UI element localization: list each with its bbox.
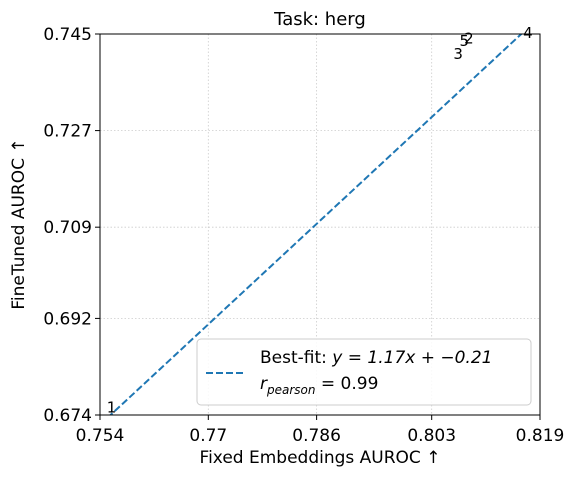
legend-r-subscript: pearson — [266, 383, 316, 397]
x-axis-ticks: 0.754 0.77 0.786 0.803 0.819 — [76, 415, 565, 446]
y-axis-ticks: 0.674 0.692 0.709 0.727 0.745 — [43, 25, 100, 426]
legend-r-value: = 0.99 — [316, 374, 379, 394]
point-label-4: 4 — [523, 24, 533, 42]
x-tick-label: 0.803 — [407, 426, 456, 446]
point-label-1: 1 — [107, 398, 117, 416]
y-axis-title: FineTuned AUROC ↑ — [9, 138, 29, 309]
x-tick-label: 0.754 — [76, 426, 125, 446]
x-tick-label: 0.819 — [516, 426, 565, 446]
legend-r-entry: rpearson = 0.99 — [260, 374, 378, 397]
point-label-5: 5 — [459, 32, 469, 50]
point-label-3: 3 — [453, 45, 463, 63]
y-tick-label: 0.745 — [43, 25, 92, 45]
legend-r-symbol: r — [260, 374, 268, 394]
legend-fit-prefix: Best-fit: — [260, 348, 332, 368]
y-tick-label: 0.709 — [43, 218, 92, 238]
fit-line-group — [109, 34, 523, 415]
plot-frame — [99, 33, 541, 416]
legend-fit-entry: Best-fit: y = 1.17x + −0.21 — [260, 348, 492, 368]
best-fit-line — [109, 34, 523, 415]
x-tick-label: 0.786 — [292, 426, 341, 446]
chart-title: Task: herg — [273, 9, 366, 30]
legend: Best-fit: y = 1.17x + −0.21 rpearson = 0… — [196, 338, 532, 406]
y-tick-label: 0.692 — [43, 309, 92, 329]
legend-box — [196, 338, 532, 406]
y-tick-label: 0.674 — [43, 406, 92, 426]
x-tick-label: 0.77 — [189, 426, 227, 446]
y-tick-label: 0.727 — [43, 122, 92, 142]
legend-fit-equation: y = 1.17x + −0.21 — [331, 348, 492, 368]
x-axis-title: Fixed Embeddings AUROC ↑ — [200, 448, 441, 468]
point-label-2: 2 — [464, 30, 474, 48]
